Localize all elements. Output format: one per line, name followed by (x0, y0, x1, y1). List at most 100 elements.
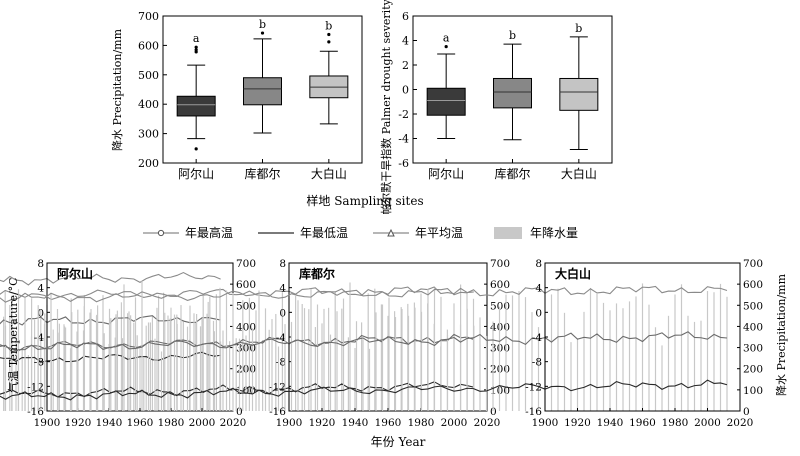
right-y-tick-label: 0 (743, 406, 750, 418)
precip-bar (201, 318, 203, 411)
precip-bar (147, 322, 150, 411)
box-iqr (493, 77, 532, 109)
precip-bar (202, 295, 204, 411)
sampling-sites-label: 样地 Sampling sites (306, 193, 423, 208)
box-iqr (243, 77, 282, 106)
precip-bar (169, 318, 171, 411)
legend-item-tmax: 年最高温 (143, 225, 233, 240)
legend-label: 年降水量 (530, 226, 578, 240)
right-y-tick-label: 0 (236, 406, 243, 418)
right-y-tick-label: 700 (490, 258, 510, 270)
precip-bar (583, 311, 585, 411)
precip-bar (414, 307, 416, 411)
right-y-tick-label: 700 (236, 258, 256, 270)
y-tick-label: 400 (138, 98, 159, 111)
precip-bar (394, 311, 396, 411)
x-tick-label: 1900 (276, 417, 303, 429)
precip-bar (323, 308, 325, 411)
left-y-tick-label: 8 (535, 258, 542, 270)
precip-bar (52, 329, 54, 411)
y-tick-label: 700 (138, 10, 159, 23)
precip-bar (212, 320, 215, 411)
site-title: 大白山 (555, 266, 591, 281)
precip-bar (635, 296, 637, 411)
precip-bar (27, 355, 29, 411)
precip-bar (264, 308, 267, 411)
precip-bar (189, 305, 191, 411)
precip-bar (11, 295, 13, 411)
left-y-tick-label: 8 (279, 258, 286, 270)
precip-bar (314, 327, 317, 411)
precip-bar (537, 327, 540, 411)
left-y-tick-label: -4 (34, 332, 45, 344)
precip-bar (589, 287, 592, 411)
precip-bar (50, 293, 52, 411)
precip-bar (706, 291, 709, 411)
y-tick-label: 6 (402, 10, 409, 23)
precip-bar (433, 287, 436, 411)
precip-bar (563, 312, 566, 411)
precip-bar (77, 309, 79, 411)
precip-bar (255, 310, 257, 411)
precip-bar (518, 291, 520, 411)
tmin-line (0, 381, 474, 398)
precip-bar (380, 304, 383, 411)
precip-bar (82, 330, 85, 411)
precip-bar (258, 290, 260, 411)
left-y-tick-label: 4 (279, 283, 286, 295)
precip-bar (43, 324, 46, 411)
x-tick-label: 2000 (189, 417, 216, 429)
precip-bar (151, 316, 153, 411)
y-tick-label: 600 (138, 39, 159, 52)
precip-bar (103, 333, 105, 411)
precip-bar (511, 295, 514, 411)
x-tick-label: 1960 (127, 417, 154, 429)
left-y-tick-label: -8 (276, 357, 286, 369)
precip-bar (116, 310, 119, 411)
left-y-tick-label: 4 (535, 283, 542, 295)
outlier-point (194, 45, 198, 49)
precip-bar (334, 291, 336, 411)
precip-bar (123, 284, 125, 411)
left-y-tick-label: -8 (532, 357, 542, 369)
precip-bar (466, 292, 468, 411)
precip-bar (576, 338, 579, 411)
left-y-tick-label: 0 (37, 307, 44, 319)
x-tick-label: 2020 (220, 417, 247, 429)
precip-bar (342, 298, 345, 411)
precip-bar (232, 293, 234, 411)
precip-bar (401, 309, 403, 411)
precip-bar (143, 357, 145, 411)
outlier-point (194, 48, 198, 52)
precip-bar (209, 296, 211, 411)
legend-label: 年最低温 (300, 226, 348, 240)
precip-bar (609, 310, 611, 411)
precip-bar (281, 292, 284, 411)
precip-bar (70, 298, 72, 411)
precip-bar (290, 321, 293, 411)
x-tick-label: 1920 (65, 417, 92, 429)
x-tick-label: 2020 (727, 417, 754, 429)
outlier-point (194, 147, 198, 151)
precip-bar (108, 308, 111, 411)
precip-bar (440, 296, 442, 411)
temperature-axis-label: 气温 Temperature/°C (6, 277, 20, 392)
precip-bar (459, 324, 462, 411)
precip-bar (328, 307, 330, 411)
precip-bar (316, 304, 319, 411)
precip-bar (275, 313, 277, 411)
precip-bar (163, 292, 165, 411)
left-y-tick-label: -16 (269, 406, 286, 418)
precip-bar (222, 330, 224, 411)
precip-bar (215, 294, 218, 411)
precip-bar (102, 295, 104, 411)
outlier-point (327, 32, 331, 37)
precip-bar (173, 314, 176, 411)
precip-bar (128, 311, 130, 411)
boxplot-panels: 200 300 400 500 600 700 降水 Precipitation/mm 阿尔山… (110, 0, 613, 215)
box-iqr (426, 87, 466, 116)
precip-bar (420, 311, 423, 411)
legend-swatch-bar (494, 227, 522, 239)
precip-bar (400, 307, 402, 411)
